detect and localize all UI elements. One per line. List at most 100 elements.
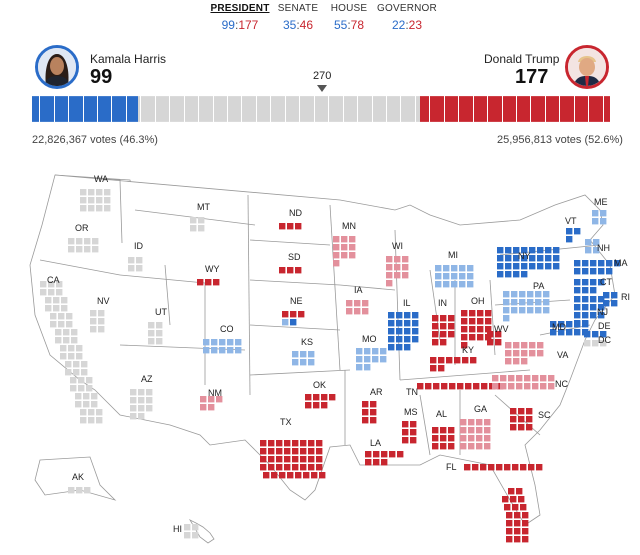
state-tiles-ok[interactable] [305,394,336,409]
state-tiles-pa[interactable] [503,291,550,322]
state-tiles-mt[interactable] [190,217,205,232]
state-tiles-ms[interactable] [402,421,417,444]
state-tiles-me[interactable] [592,210,607,225]
tab-governor[interactable]: GOVERNOR 22:23 [372,3,442,32]
ec-bar-segment [486,96,488,122]
state-tiles-id[interactable] [128,257,143,272]
ec-bar-segment [228,96,230,122]
ev-tile [469,334,476,341]
state-tiles-ut[interactable] [148,322,163,345]
ec-bar-segment [528,96,530,122]
ev-tile [508,375,515,382]
state-tiles-nd[interactable] [279,223,302,230]
ec-bar-segment [87,96,89,122]
state-tiles-in[interactable] [432,315,455,346]
ec-bar-segment [304,96,306,122]
ev-tile [48,281,55,288]
tab-senate[interactable]: SENATE 35:46 [263,3,333,32]
state-tiles-fl[interactable] [464,464,543,543]
ec-bar-segment [549,96,551,122]
state-tiles-ct[interactable] [574,279,605,294]
state-tiles-ar[interactable] [362,401,377,424]
state-tiles-ga[interactable] [460,419,491,450]
state-tiles-wi[interactable] [386,256,409,287]
ev-tile [492,383,499,390]
ev-tile [497,247,504,254]
ev-tile [295,223,302,230]
state-tiles-oh[interactable] [461,310,492,349]
harris-popular-votes: 22,826,367 votes (46.3%) [32,134,158,146]
ec-bar-segment [45,96,47,122]
ec-bar-segment [600,96,602,122]
state-tiles-la[interactable] [365,451,404,466]
state-tiles-az[interactable] [130,389,153,420]
state-tiles-ia[interactable] [346,300,369,315]
state-tiles-ny[interactable] [497,247,560,278]
ec-bar-segment [276,96,278,122]
ev-tile [96,409,103,416]
tab-house[interactable]: HOUSE 55:78 [314,3,384,32]
ev-tile [440,427,447,434]
ev-tile [98,326,105,333]
state-tiles-hi[interactable] [184,524,199,539]
state-tiles-va[interactable] [505,342,544,365]
state-tiles-mi[interactable] [435,265,474,288]
state-tiles-mo[interactable] [356,348,387,371]
ev-tile [520,504,527,511]
state-tiles-nv[interactable] [90,310,105,333]
ec-bar-segment [108,96,110,122]
state-label-mo: MO [362,334,377,344]
ev-tile [459,281,466,288]
state-tiles-sc[interactable] [510,408,533,431]
state-tiles-or[interactable] [68,238,99,253]
ec-bar-segment [447,96,449,122]
state-tiles-ak[interactable] [68,487,91,494]
state-tiles-vt[interactable] [566,228,581,243]
ec-bar-segment [166,96,168,122]
state-tiles-mn[interactable] [333,236,356,267]
state-tiles-wa[interactable] [80,189,111,212]
state-tiles-nm[interactable] [200,396,223,411]
ev-tile [584,340,591,347]
state-tiles-wv[interactable] [487,331,502,346]
ev-tile [527,307,534,314]
state-tiles-ma[interactable] [574,260,621,275]
ec-bar-segment [169,96,171,122]
state-tiles-tx[interactable] [260,440,326,479]
ec-bar-segment [82,96,84,122]
state-tiles-ky[interactable] [430,357,477,372]
state-tiles-tn[interactable] [417,383,504,390]
ec-bar-segment [370,96,372,122]
state-tiles-ca[interactable] [40,281,103,424]
ev-tile [574,260,581,267]
ec-bar-segment [66,96,68,122]
state-tiles-sd[interactable] [279,267,302,274]
state-tiles-wy[interactable] [197,279,220,286]
state-tiles-co[interactable] [203,339,242,354]
state-tiles-il[interactable] [388,312,419,351]
state-tiles-dc[interactable] [584,340,607,347]
state-tiles-ks[interactable] [292,351,315,366]
ev-tile [432,427,439,434]
ev-tile [381,451,388,458]
ev-tile [440,339,447,346]
ec-bar-segment [451,96,452,122]
ev-tile [190,225,197,232]
ev-tile [521,247,528,254]
state-tiles-al[interactable] [432,427,455,450]
ec-bar-segment [189,96,191,122]
state-tiles-md[interactable] [550,321,589,336]
state-label-nm: NM [208,388,222,398]
ev-tile [203,347,210,354]
ev-tile [402,264,409,271]
state-tiles-nc[interactable] [492,375,555,390]
ec-bar-segment [402,96,404,122]
ec-bar-segment [585,96,587,122]
state-tiles-ri[interactable] [603,292,618,307]
state-tiles-nh[interactable] [585,239,600,254]
state-tiles-ne[interactable] [282,311,305,326]
ec-bar-segment [223,96,225,122]
tab-president[interactable]: PRESIDENT 99:177 [205,3,275,32]
ev-tile [540,375,547,382]
ev-tile [388,312,395,319]
